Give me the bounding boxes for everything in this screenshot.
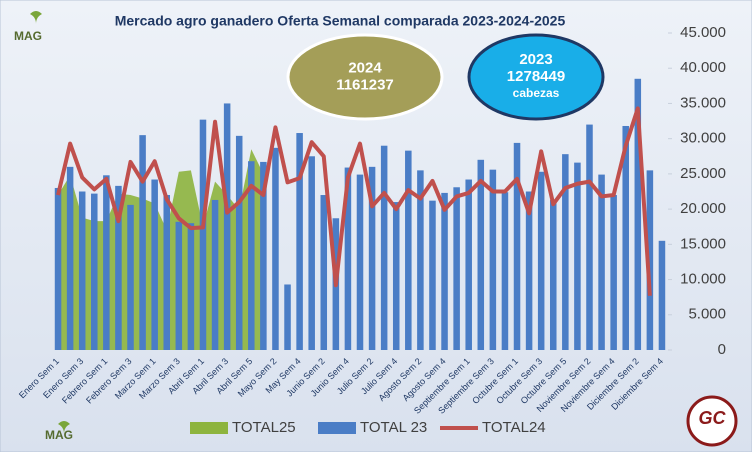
annotation-text: 1278449 bbox=[507, 68, 565, 85]
logo-top: MAG bbox=[14, 11, 42, 43]
bar bbox=[513, 142, 521, 350]
bar bbox=[344, 167, 352, 350]
bar bbox=[139, 135, 146, 350]
line bbox=[56, 106, 652, 296]
annotation-text: 2024 bbox=[348, 59, 382, 76]
annotation-text: cabezas bbox=[513, 86, 560, 100]
logo-text: GC bbox=[699, 408, 727, 428]
bar bbox=[103, 175, 110, 350]
legend-label: TOTAL25 bbox=[232, 419, 296, 436]
bar bbox=[525, 191, 533, 350]
bar bbox=[163, 195, 171, 350]
bar bbox=[127, 204, 134, 350]
bar bbox=[175, 221, 183, 350]
y-tick-label: 20.000 bbox=[680, 200, 726, 217]
bar bbox=[223, 103, 231, 350]
bar bbox=[658, 240, 666, 350]
bar bbox=[380, 145, 388, 350]
legend-swatch bbox=[318, 422, 356, 434]
logo-leaf bbox=[30, 11, 42, 24]
bar bbox=[284, 284, 291, 350]
bar bbox=[235, 135, 243, 350]
bar bbox=[622, 125, 629, 350]
bar bbox=[610, 195, 617, 350]
annotation-text: 2023 bbox=[519, 51, 552, 68]
legend: TOTAL25 TOTAL 23 TOTAL24 bbox=[190, 419, 546, 436]
bar bbox=[586, 124, 593, 350]
logo-text: MAG bbox=[14, 29, 42, 43]
y-tick-label: 45.000 bbox=[680, 24, 726, 41]
y-tick-label: 5.000 bbox=[688, 306, 726, 323]
bar bbox=[356, 174, 364, 350]
legend-swatch bbox=[190, 422, 228, 434]
bar bbox=[646, 170, 654, 350]
y-tick-label: 40.000 bbox=[680, 59, 726, 76]
bar bbox=[66, 166, 74, 350]
chart-title: Mercado agro ganadero Oferta Semanal com… bbox=[115, 13, 566, 29]
bar bbox=[392, 202, 400, 350]
logo-gc: GC bbox=[686, 395, 738, 447]
bar bbox=[248, 161, 255, 350]
bar bbox=[562, 154, 569, 350]
logo-text: MAG bbox=[45, 428, 73, 442]
bar bbox=[549, 199, 557, 350]
bar bbox=[477, 159, 485, 350]
bar bbox=[417, 170, 424, 350]
bar bbox=[272, 147, 279, 350]
logo-bottom: MAG bbox=[45, 421, 73, 442]
bar bbox=[489, 169, 497, 350]
bar bbox=[115, 185, 122, 350]
bar bbox=[537, 171, 545, 350]
logo-leaf bbox=[58, 421, 70, 434]
bar bbox=[211, 199, 219, 350]
y-tick-label: 35.000 bbox=[680, 94, 726, 111]
bar bbox=[441, 192, 448, 350]
bar bbox=[187, 223, 195, 350]
bar bbox=[574, 162, 581, 350]
bar bbox=[78, 191, 86, 350]
bar bbox=[405, 150, 412, 350]
annotation-bubble bbox=[467, 33, 605, 121]
y-tick-label: 0 bbox=[718, 341, 726, 358]
annotation-text: 1161237 bbox=[336, 76, 394, 93]
bar bbox=[308, 156, 315, 350]
bar bbox=[151, 179, 158, 350]
bar bbox=[453, 187, 460, 350]
bar bbox=[199, 119, 207, 350]
legend-label: TOTAL24 bbox=[482, 419, 546, 436]
logo-circle bbox=[686, 395, 738, 447]
bar bbox=[598, 174, 605, 350]
bar bbox=[320, 195, 328, 350]
y-tick-label: 30.000 bbox=[680, 130, 726, 147]
bar bbox=[501, 192, 509, 350]
bar bbox=[54, 187, 62, 350]
bar bbox=[368, 166, 376, 350]
bar bbox=[260, 161, 267, 350]
y-tick-label: 15.000 bbox=[680, 235, 726, 252]
bar bbox=[296, 133, 303, 350]
legend-label: TOTAL 23 bbox=[360, 419, 427, 436]
bar bbox=[91, 193, 98, 350]
annotation-bubble bbox=[286, 33, 444, 121]
bar bbox=[429, 200, 436, 350]
bar bbox=[634, 78, 642, 351]
y-tick-label: 10.000 bbox=[680, 271, 726, 288]
bar bbox=[465, 179, 472, 350]
y-tick-label: 25.000 bbox=[680, 165, 726, 182]
